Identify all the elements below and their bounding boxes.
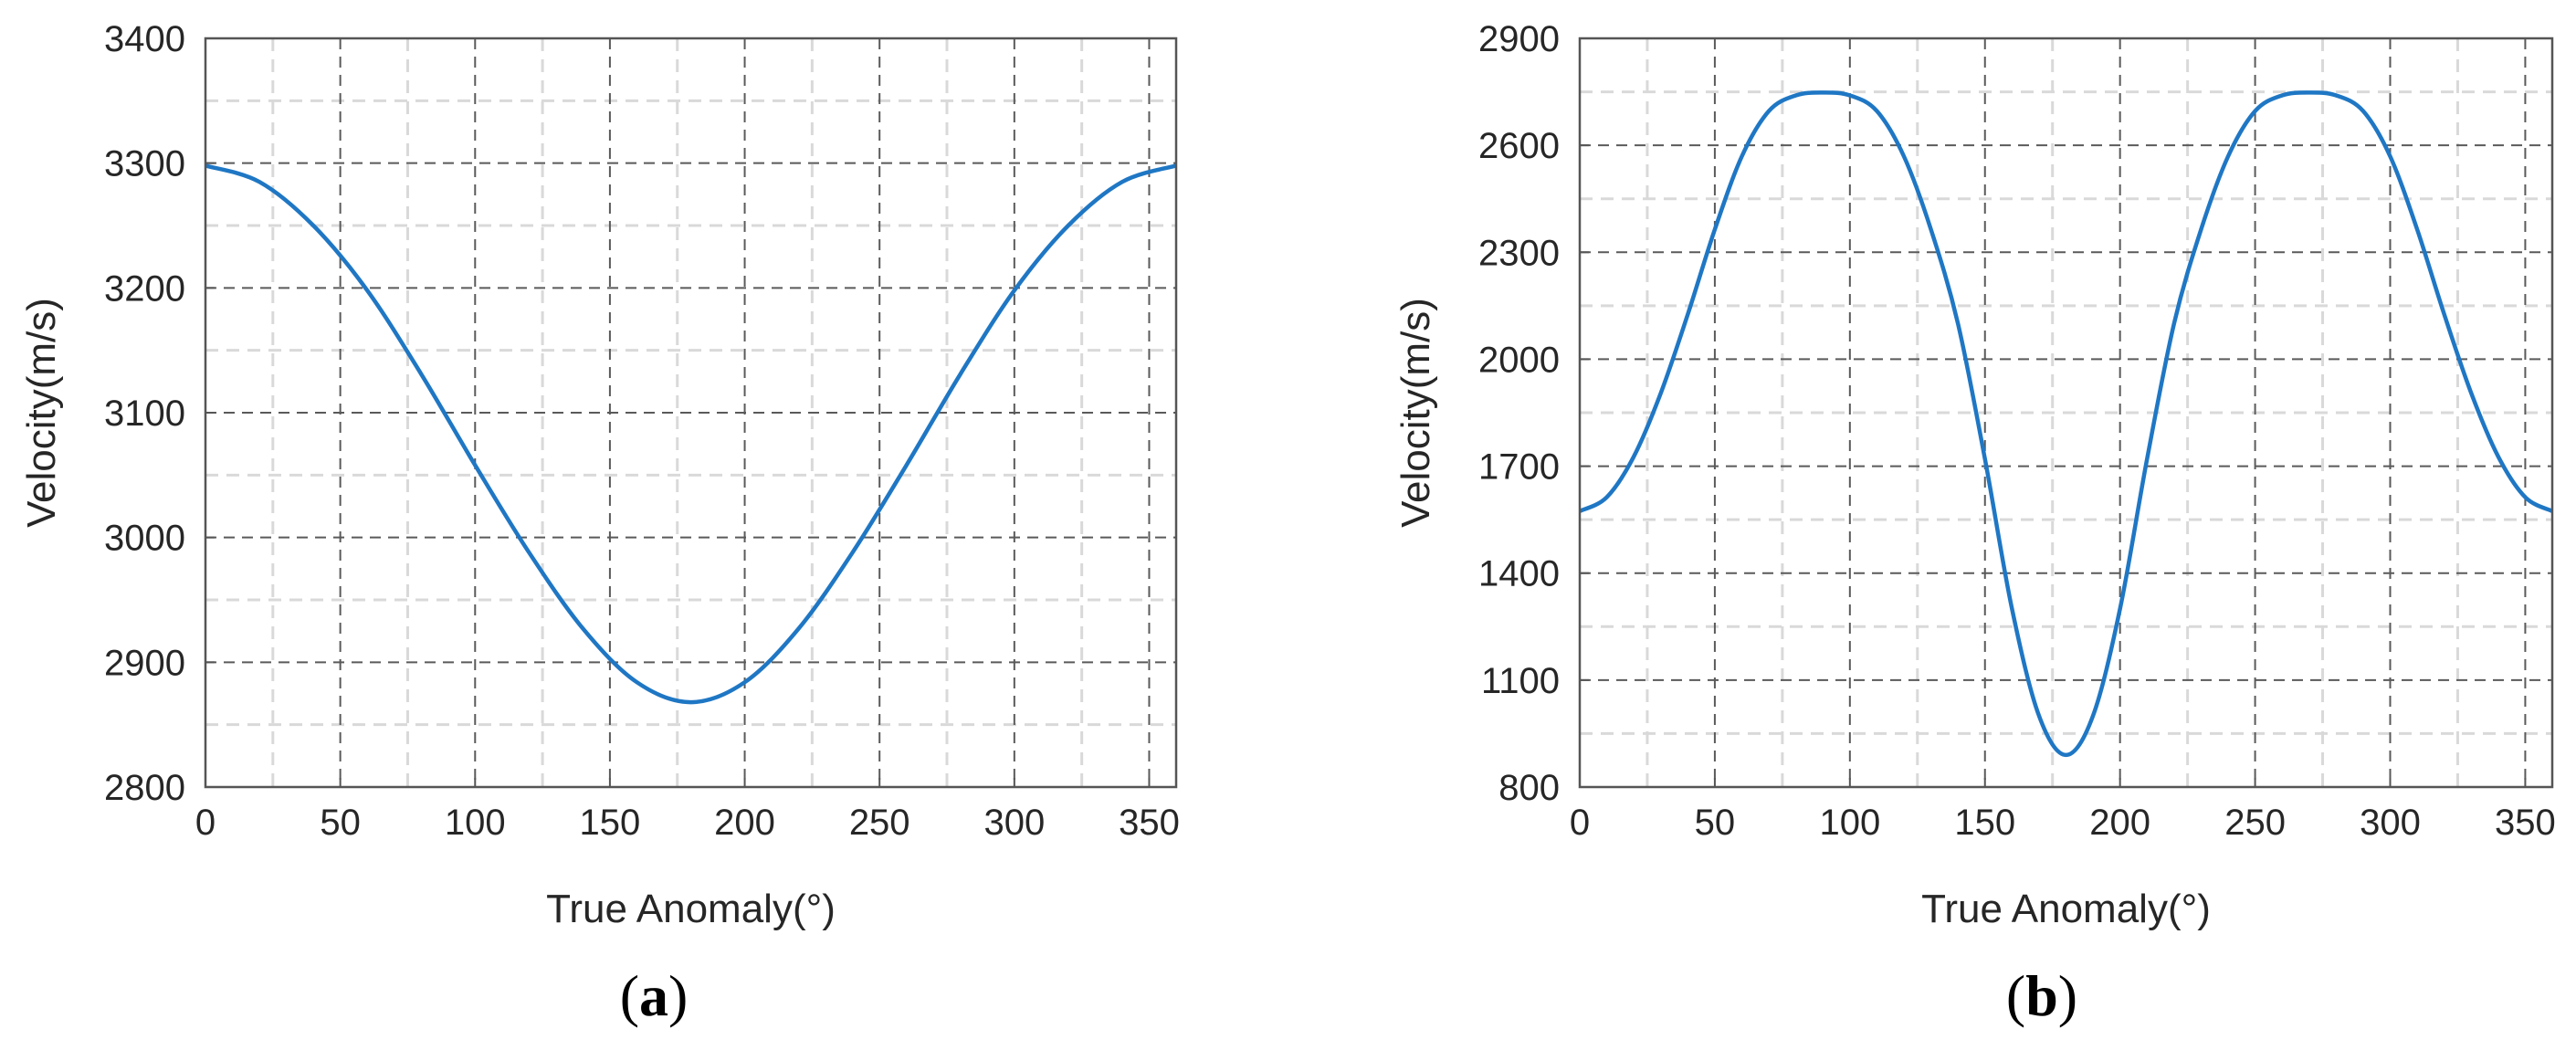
x-tick-label: 300 [983,803,1045,843]
y-tick-label: 3200 [104,268,185,309]
x-tick-label: 200 [2089,803,2150,843]
x-tick-label: 300 [2360,803,2421,843]
x-tick-label: 100 [1819,803,1880,843]
y-tick-label: 3100 [104,394,185,434]
x-tick-label: 250 [2224,803,2286,843]
y-axis-label: Velocity(m/s) [19,298,64,528]
y-tick-label: 800 [1498,768,1560,808]
x-tick-label: 150 [1954,803,2015,843]
series-line [1578,90,2554,758]
x-tick-label: 200 [714,803,775,843]
plot-area-border [1578,37,2554,789]
y-tick-label: 2900 [104,643,185,683]
y-tick-label: 3300 [104,144,185,184]
y-tick-label: 2000 [1478,340,1560,380]
panel-label: (b) [2006,963,2077,1028]
x-tick-label: 250 [849,803,910,843]
y-tick-label: 1400 [1478,554,1560,594]
x-tick-label: 50 [1695,803,1736,843]
y-tick-label: 3400 [104,19,185,59]
x-axis-label: True Anomaly(°) [546,887,836,931]
x-tick-label: 100 [445,803,506,843]
x-tick-label: 350 [2495,803,2556,843]
panel-a: 0 50 100 150 200 250 300 350 2800 2900 3000 3100 320… [19,19,1180,1028]
y-axis-label: Velocity(m/s) [1393,298,1438,528]
panel-label: (a) [620,963,689,1028]
x-tick-label: 150 [580,803,641,843]
series-line [205,163,1177,705]
y-tick-label: 1700 [1478,447,1560,488]
y-tick-label: 2900 [1478,19,1560,59]
x-tick-label: 50 [320,803,361,843]
y-tick-label: 2600 [1478,126,1560,166]
x-tick-label: 0 [1570,803,1590,843]
x-tick-label: 350 [1119,803,1180,843]
y-tick-label: 1100 [1481,661,1560,701]
panel-b: 0 50 100 150 200 250 300 350 800 1100 1400 1700 2000… [1393,19,2556,1028]
x-axis-label: True Anomaly(°) [1921,887,2211,931]
y-tick-label: 2800 [104,768,185,808]
x-tick-label: 0 [195,803,216,843]
y-tick-label: 2300 [1478,233,1560,273]
y-tick-label: 3000 [104,519,185,559]
